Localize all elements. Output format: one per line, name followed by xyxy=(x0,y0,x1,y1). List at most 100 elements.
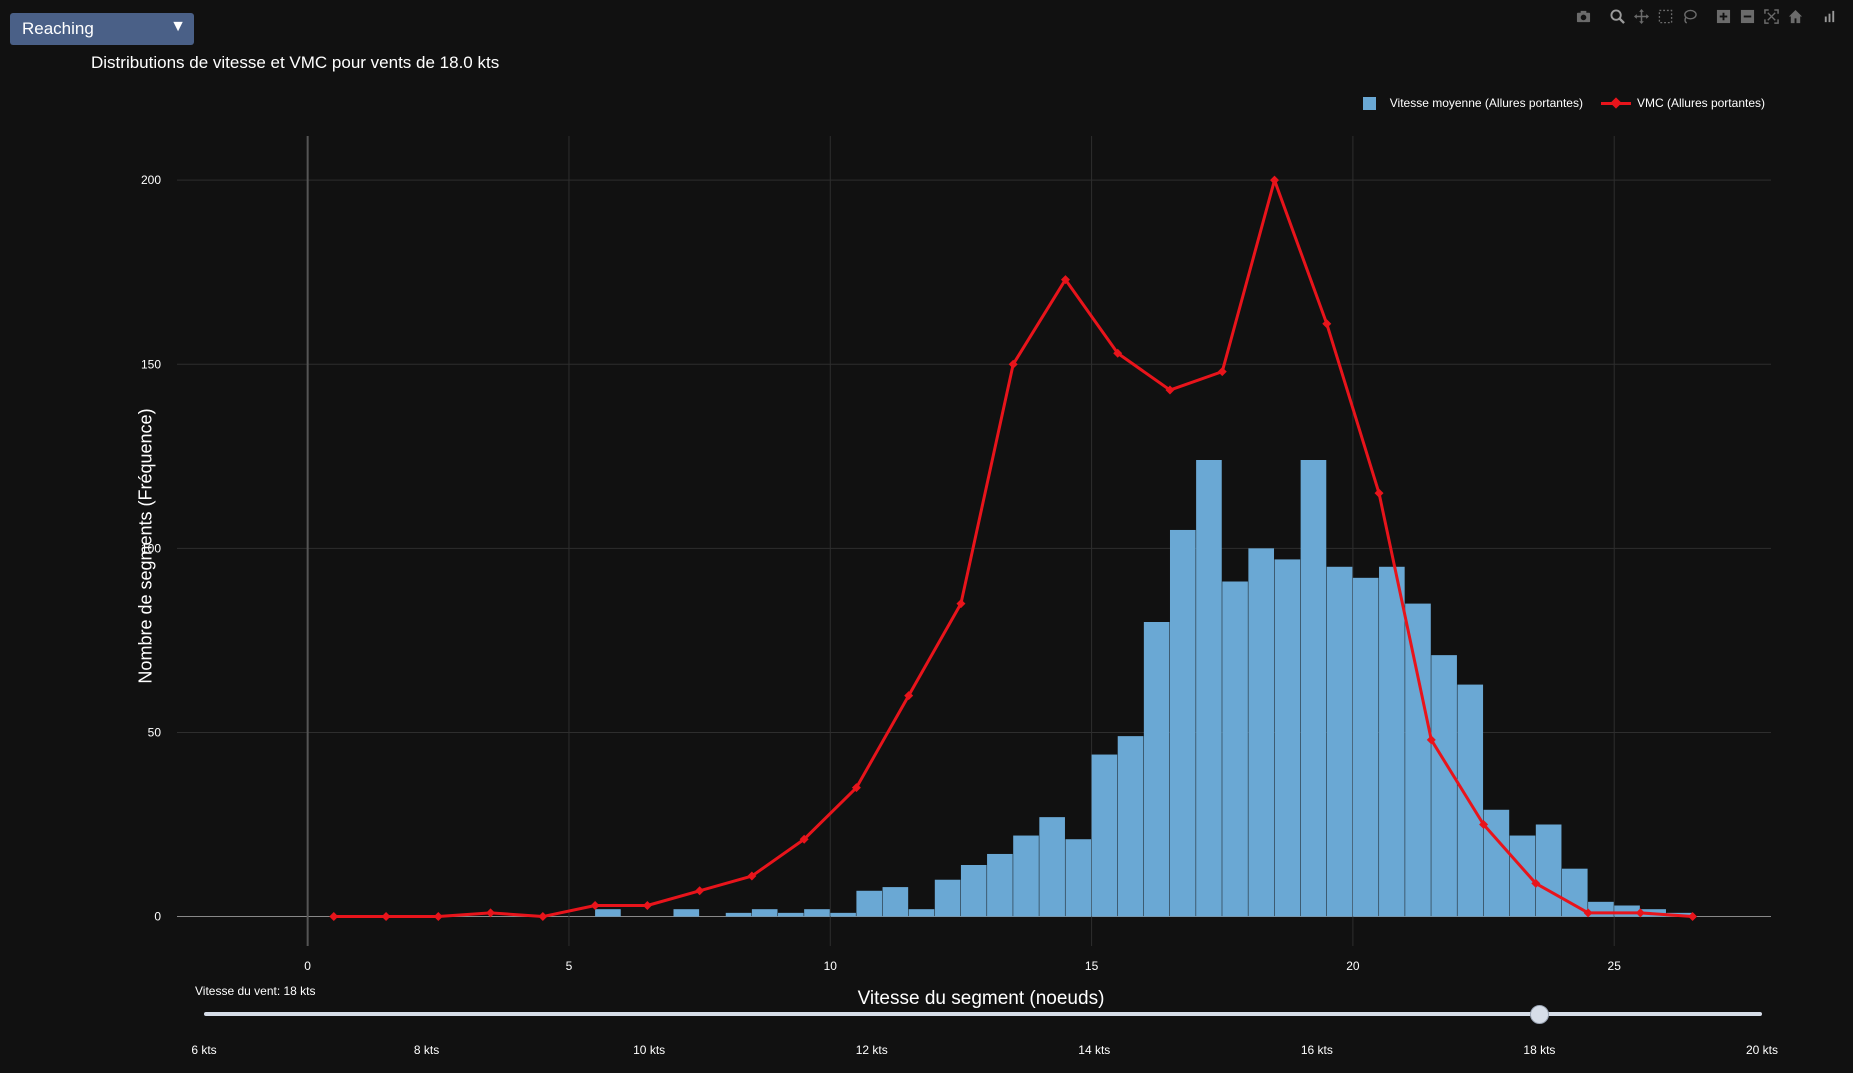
legend-label-histogram: Vitesse moyenne (Allures portantes) xyxy=(1389,96,1583,110)
legend-label-vmc: VMC (Allures portantes) xyxy=(1636,96,1765,110)
slider-tick-label: 10 kts xyxy=(633,1043,666,1057)
histogram-bar xyxy=(1091,754,1118,917)
x-tick-label: 15 xyxy=(1085,959,1099,973)
slider-tick-label: 20 kts xyxy=(1745,1043,1779,1057)
histogram-bar xyxy=(1326,566,1353,917)
vmc-point xyxy=(1270,175,1280,185)
legend-item-histogram[interactable]: Vitesse moyenne (Allures portantes) xyxy=(1362,96,1583,110)
x-tick-label: 25 xyxy=(1608,959,1622,973)
vmc-point xyxy=(642,901,652,910)
lasso-icon[interactable] xyxy=(1679,6,1699,26)
zoom-in-icon[interactable] xyxy=(1713,6,1733,26)
vmc-point xyxy=(904,691,914,701)
histogram-bar xyxy=(960,865,987,917)
vmc-point xyxy=(1531,878,1541,888)
histogram-bar xyxy=(1248,548,1275,917)
x-tick-label: 20 xyxy=(1346,959,1360,973)
histogram-bar xyxy=(751,909,778,917)
chevron-down-icon: ▼ xyxy=(170,18,186,35)
slider-tick-label: 12 kts xyxy=(855,1043,888,1057)
histogram-bar xyxy=(1013,835,1039,917)
vmc-point xyxy=(799,834,809,844)
vmc-point xyxy=(695,886,705,896)
histogram-bar xyxy=(987,853,1013,917)
wind-speed-slider-track[interactable] xyxy=(204,1012,1762,1016)
vmc-point xyxy=(851,783,861,793)
vmc-point xyxy=(538,912,548,922)
vmc-point xyxy=(1008,359,1018,369)
histogram-bar xyxy=(1509,835,1536,917)
histogram-bar xyxy=(1614,905,1640,917)
slider-tick-label: 6 kts xyxy=(191,1043,217,1057)
histogram-bar xyxy=(1222,581,1248,917)
vmc-point xyxy=(590,901,600,910)
autoscale-icon[interactable] xyxy=(1761,6,1781,26)
y-tick-label: 200 xyxy=(141,173,161,187)
histogram-bar xyxy=(1300,460,1327,917)
vmc-point xyxy=(1688,912,1698,922)
histogram-bar xyxy=(934,879,961,917)
x-tick-label: 10 xyxy=(824,959,838,973)
y-tick-label: 50 xyxy=(148,725,162,739)
slider-tick-label: 14 kts xyxy=(1078,1043,1111,1057)
camera-icon[interactable] xyxy=(1573,6,1593,26)
box-select-icon[interactable] xyxy=(1655,6,1675,26)
histogram-bar xyxy=(778,912,804,917)
vmc-point xyxy=(329,912,339,922)
histogram-bar xyxy=(1431,655,1457,917)
histogram-bar xyxy=(1379,566,1405,917)
zoom-icon[interactable] xyxy=(1607,6,1627,26)
y-tick-label: 0 xyxy=(154,910,161,924)
zoom-out-icon[interactable] xyxy=(1737,6,1757,26)
modebar xyxy=(1569,6,1839,26)
wind-speed-slider-handle[interactable] xyxy=(1530,1005,1550,1024)
allure-dropdown[interactable]: Reaching ▼ xyxy=(10,13,194,45)
histogram-bar xyxy=(908,909,935,917)
histogram-bar xyxy=(856,890,883,917)
histogram-bar xyxy=(882,887,909,917)
histogram-bar xyxy=(1039,817,1065,917)
vmc-point xyxy=(1217,367,1227,377)
histogram-bar xyxy=(830,912,856,917)
vmc-point xyxy=(1165,385,1175,395)
dropdown-value: Reaching xyxy=(22,19,94,38)
vmc-point xyxy=(486,908,496,918)
x-axis-title: Vitesse du segment (noeuds) xyxy=(857,988,1105,1009)
plotly-logo-icon[interactable] xyxy=(1819,6,1839,26)
histogram-bar xyxy=(1117,736,1144,917)
x-tick-label: 0 xyxy=(304,959,311,973)
vmc-point xyxy=(433,912,443,922)
vmc-point xyxy=(381,912,391,922)
histogram-bar xyxy=(725,912,752,917)
slider-current-value: Vitesse du vent: 18 kts xyxy=(195,984,316,998)
pan-icon[interactable] xyxy=(1631,6,1651,26)
vmc-point xyxy=(1426,735,1436,745)
vmc-point xyxy=(1583,908,1593,918)
slider-tick-label: 16 kts xyxy=(1300,1043,1333,1057)
vmc-point xyxy=(1322,319,1332,329)
vmc-point xyxy=(747,871,757,881)
histogram-bar xyxy=(1169,529,1196,917)
slider-tick-label: 18 kts xyxy=(1523,1043,1556,1057)
vmc-point xyxy=(1635,908,1645,918)
histogram-bar xyxy=(1196,460,1222,917)
histogram-bar xyxy=(1065,839,1092,917)
histogram-bar xyxy=(1352,577,1379,917)
reset-axes-icon[interactable] xyxy=(1785,6,1805,26)
histogram-bar xyxy=(595,909,621,917)
legend-swatch-bar xyxy=(1362,96,1376,110)
vmc-point xyxy=(1374,488,1384,498)
y-tick-label: 100 xyxy=(141,541,161,555)
vmc-point xyxy=(1060,275,1070,285)
y-axis-title: Nombre de segments (Fréquence) xyxy=(135,408,156,684)
histogram-bar xyxy=(804,909,830,917)
histogram-bar xyxy=(1535,824,1562,917)
histogram-bar xyxy=(1143,622,1170,917)
legend-swatch-line xyxy=(1600,96,1631,110)
legend: Vitesse moyenne (Allures portantes) VMC … xyxy=(1345,96,1765,110)
histogram-bar xyxy=(1274,559,1301,917)
histogram-bar xyxy=(1405,603,1431,917)
legend-item-vmc[interactable]: VMC (Allures portantes) xyxy=(1600,96,1765,110)
